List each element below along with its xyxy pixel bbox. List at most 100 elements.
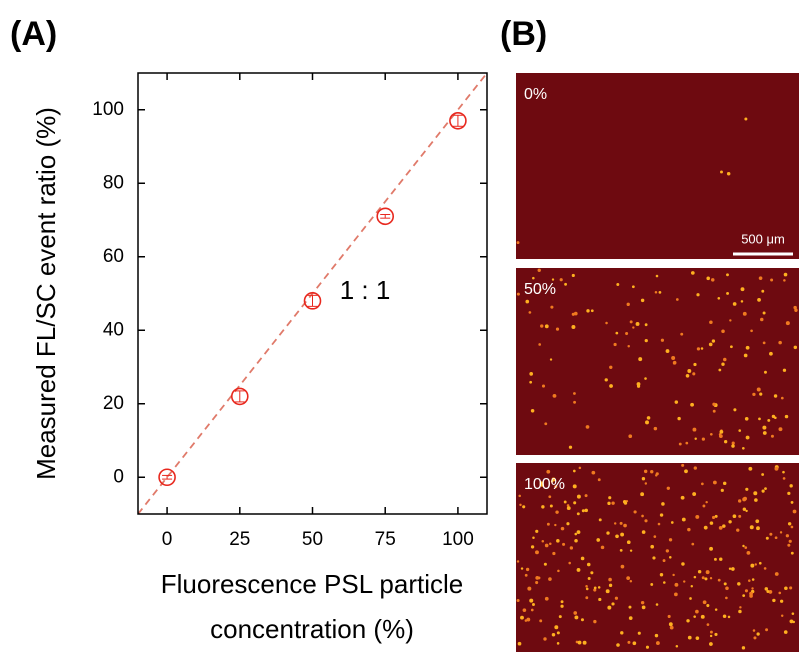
particle [543, 637, 547, 641]
particle [520, 615, 524, 620]
particle [742, 544, 745, 548]
particle [643, 469, 648, 474]
particle [597, 586, 601, 589]
particle [626, 576, 631, 580]
particle [696, 293, 700, 297]
particle [573, 469, 576, 473]
particle [701, 576, 705, 580]
particle [585, 596, 589, 600]
particle [590, 571, 594, 575]
particle [712, 409, 716, 413]
particle [788, 539, 792, 543]
particle [712, 480, 717, 485]
x-tick-label: 50 [302, 529, 323, 550]
particle [719, 557, 723, 561]
particle [609, 365, 613, 369]
particle [586, 309, 590, 313]
particle [744, 546, 748, 549]
particle [573, 392, 576, 395]
particle [687, 635, 692, 640]
particle [645, 645, 650, 649]
particle [693, 466, 697, 470]
particle [714, 632, 718, 637]
particle [677, 416, 681, 421]
particle [574, 532, 578, 536]
particle [662, 559, 666, 563]
x-tick-label: 0 [162, 529, 173, 550]
particle [541, 505, 545, 509]
particle [674, 400, 679, 404]
particle [773, 394, 778, 398]
particle [709, 576, 713, 580]
y-tick-label: 40 [103, 319, 124, 340]
particle [744, 416, 749, 421]
particle [702, 504, 706, 508]
particle [524, 573, 528, 577]
particle [544, 422, 548, 426]
particle [754, 563, 757, 566]
particle [785, 321, 790, 326]
particle [701, 482, 704, 486]
particle [756, 632, 760, 636]
particle [571, 325, 576, 330]
particle [650, 544, 655, 549]
particle [537, 268, 541, 272]
particle [593, 586, 597, 590]
particle [596, 538, 601, 542]
particle [526, 617, 531, 622]
particle [527, 586, 532, 591]
particle [725, 596, 728, 600]
particle [750, 563, 755, 568]
particle [764, 487, 767, 491]
particle [774, 572, 779, 576]
particle [709, 630, 713, 634]
image-label: 100% [524, 476, 565, 493]
particle [785, 534, 790, 538]
particle [763, 567, 767, 570]
particle [794, 308, 798, 312]
particle [721, 329, 725, 334]
particle [766, 589, 770, 593]
particle [749, 525, 754, 530]
particle [622, 499, 627, 504]
particle [666, 486, 670, 490]
particle [641, 530, 646, 534]
y-axis-title: Measured FL/SC event ratio (%) [31, 107, 61, 480]
particle [793, 305, 797, 310]
particle [726, 291, 730, 295]
particle [615, 534, 619, 539]
particle [742, 507, 747, 511]
particle [752, 392, 756, 397]
particle [755, 519, 760, 524]
particle [740, 287, 745, 292]
particle [706, 603, 710, 608]
particle [614, 596, 619, 600]
particle [560, 526, 565, 531]
particle [769, 532, 773, 536]
particle [721, 362, 725, 366]
particle [632, 641, 637, 646]
particle [737, 499, 742, 503]
particle [761, 473, 765, 476]
particle [728, 567, 732, 570]
particle [627, 640, 631, 644]
particle [724, 440, 728, 444]
particle [516, 598, 520, 603]
particle [568, 561, 571, 565]
particle [674, 582, 679, 587]
particle [759, 392, 763, 396]
particle [678, 442, 682, 446]
particle [644, 339, 648, 343]
particle [790, 551, 794, 555]
particle [787, 543, 791, 547]
particle [609, 384, 613, 388]
particle [738, 514, 742, 518]
particle [742, 446, 745, 450]
particle [627, 344, 630, 348]
particle [653, 426, 658, 431]
particle [543, 562, 547, 566]
particle [658, 290, 662, 294]
particle [706, 623, 710, 626]
particle [576, 530, 581, 534]
